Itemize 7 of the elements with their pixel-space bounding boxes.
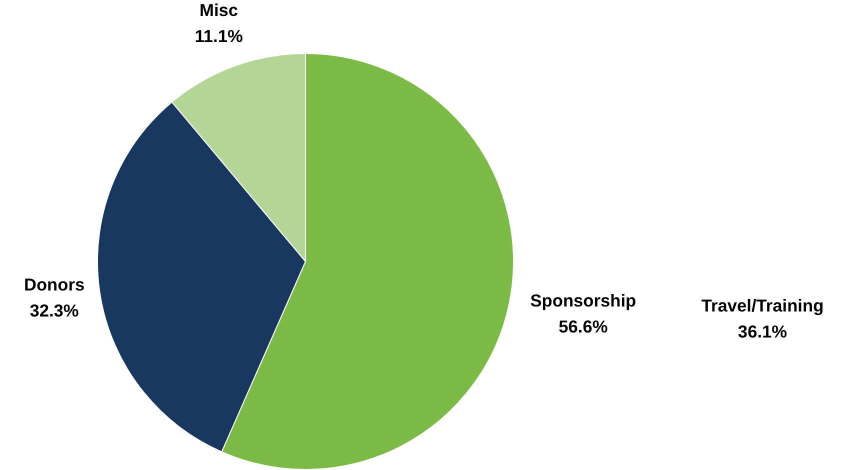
data-label: 32.3% <box>30 300 79 320</box>
data-label: 11.1% <box>194 26 243 46</box>
slice-label: Donors <box>24 274 85 294</box>
slice-label: Misc <box>200 0 238 20</box>
slice-label: Sponsorship <box>530 290 636 311</box>
data-label: 56.6% <box>558 316 608 337</box>
text: Travel/Training 36.1% <box>701 296 824 342</box>
